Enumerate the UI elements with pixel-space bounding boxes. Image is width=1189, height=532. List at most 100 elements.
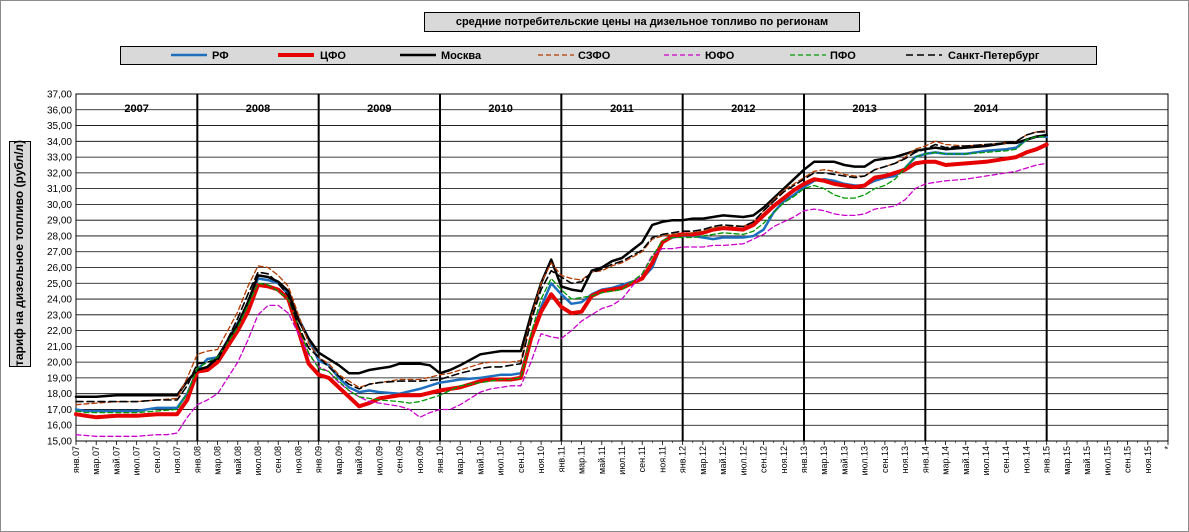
series-line-0: [74, 135, 1048, 413]
legend-label: ПФО: [830, 50, 856, 62]
y-tick-label: 31,00: [47, 184, 72, 195]
year-label: 2014: [974, 103, 999, 115]
year-label: 2013: [852, 103, 876, 115]
y-tick-label: 16,00: [47, 421, 72, 432]
y-tick-label: 17,00: [47, 405, 72, 416]
x-tick-label: янв.08: [192, 446, 202, 473]
x-tick-label: май.14: [961, 446, 971, 475]
x-tick-label: ноя.11: [657, 446, 667, 473]
x-tick-label: июл.14: [981, 446, 991, 475]
gridlines: [75, 93, 1169, 442]
x-tick-label: *: [1163, 446, 1173, 450]
x-tick-label: май.15: [1082, 446, 1092, 475]
x-tick-label: мар.14: [941, 446, 951, 475]
x-tick-label: янв.09: [314, 446, 324, 473]
y-tick-label: 33,00: [47, 153, 72, 164]
x-tick-label: май.10: [475, 446, 485, 475]
year-label: 2008: [246, 103, 270, 115]
x-tick-label: мар.11: [577, 446, 587, 474]
x-tick-label: янв.11: [556, 446, 566, 472]
y-tick-label: 35,00: [47, 121, 72, 132]
x-tick-label: янв.12: [678, 446, 688, 473]
y-tick-label: 36,00: [47, 105, 72, 116]
x-tick-label: сен.13: [880, 446, 890, 473]
x-tick-label: мар.09: [334, 446, 344, 475]
legend-label: РФ: [212, 50, 229, 62]
x-tick-label: сен.07: [152, 446, 162, 473]
series-line-5: [75, 135, 1048, 414]
legend-label: ЦФО: [320, 50, 346, 62]
series-line-4: [75, 162, 1048, 437]
legend-label: ЮФО: [705, 50, 735, 62]
x-tick-label: июл.10: [496, 446, 506, 475]
x-tick-label: май.11: [597, 446, 607, 474]
x-tick-label: май.13: [839, 446, 849, 475]
legend-label: СЗФО: [578, 50, 611, 62]
series-lines: [74, 129, 1049, 437]
chart-title: средние потребительские цены на дизельно…: [424, 12, 860, 32]
x-tick-label: мар.10: [455, 446, 465, 475]
y-tick-label: 30,00: [47, 200, 72, 211]
axes: 15,00 16,00 17,00 18,00 19,00 20,00 21,00 22,00…: [47, 90, 1173, 476]
x-tick-label: янв.10: [435, 446, 445, 473]
series-line-1: [74, 142, 1049, 420]
x-tick-label: июл.11: [617, 446, 627, 475]
x-tick-label: сен.10: [516, 446, 526, 473]
x-tick-label: мар.08: [213, 446, 223, 475]
x-tick-label: май.08: [233, 446, 243, 475]
x-tick-label: ноя.08: [293, 446, 303, 473]
x-tick-label: ноя.14: [1021, 446, 1031, 473]
x-tick-label: июл.15: [1102, 446, 1112, 475]
y-tick-label: 25,00: [47, 279, 72, 290]
y-tick-label: 22,00: [47, 326, 72, 337]
x-tick-label: ноя.13: [900, 446, 910, 473]
x-tick-label: мар.13: [819, 446, 829, 475]
y-axis-label-box: [9, 141, 31, 367]
x-tick-label: сен.09: [395, 446, 405, 473]
x-tick-label: янв.14: [920, 446, 930, 473]
x-tick-label: ноя.09: [415, 446, 425, 473]
x-tick-label: янв.13: [799, 446, 809, 473]
y-tick-label: 37,00: [47, 90, 72, 101]
x-tick-label: ноя.07: [172, 446, 182, 473]
y-tick-label: 24,00: [47, 295, 72, 306]
x-tick-label: мар.15: [1062, 446, 1072, 475]
x-tick-label: янв.07: [71, 446, 81, 473]
x-tick-label: июл.08: [253, 446, 263, 475]
legend: [120, 46, 1097, 65]
x-tick-label: май.09: [354, 446, 364, 475]
x-tick-label: ноя.15: [1143, 446, 1153, 473]
x-tick-label: июл.12: [738, 446, 748, 475]
x-tick-label: сен.14: [1001, 446, 1011, 473]
y-tick-label: 19,00: [47, 373, 72, 384]
y-tick-label: 20,00: [47, 358, 72, 369]
x-tick-label: июл.13: [860, 446, 870, 475]
year-label: 2010: [488, 103, 512, 115]
legend-entries: РФ ЦФО Москва СЗФО ЮФО ПФО Санкт-Петербург: [171, 50, 1040, 62]
x-tick-label: сен.08: [273, 446, 283, 473]
y-tick-label: 32,00: [47, 168, 72, 179]
year-label: 2011: [610, 103, 634, 115]
x-tick-label: сен.12: [759, 446, 769, 473]
y-tick-label: 23,00: [47, 310, 72, 321]
y-tick-label: 28,00: [47, 231, 72, 242]
x-tick-label: ноя.10: [536, 446, 546, 473]
x-tick-label: сен.11: [637, 446, 647, 472]
y-tick-label: 29,00: [47, 216, 72, 227]
x-tick-label: май.12: [718, 446, 728, 475]
y-tick-label: 15,00: [47, 437, 72, 448]
x-tick-label: июл.09: [374, 446, 384, 475]
x-tick-label: май.07: [111, 446, 121, 475]
year-label: 2012: [731, 103, 755, 115]
y-tick-label: 18,00: [47, 389, 72, 400]
x-tick-label: июл.07: [132, 446, 142, 475]
legend-label: Москва: [441, 50, 482, 62]
x-tick-label: сен.15: [1123, 446, 1133, 473]
year-label: 2007: [124, 103, 148, 115]
x-tick-label: мар.12: [698, 446, 708, 475]
series-line-6: [75, 131, 1048, 403]
x-tick-label: янв.15: [1042, 446, 1052, 473]
y-tick-label: 26,00: [47, 263, 72, 274]
legend-label: Санкт-Петербург: [948, 50, 1040, 62]
